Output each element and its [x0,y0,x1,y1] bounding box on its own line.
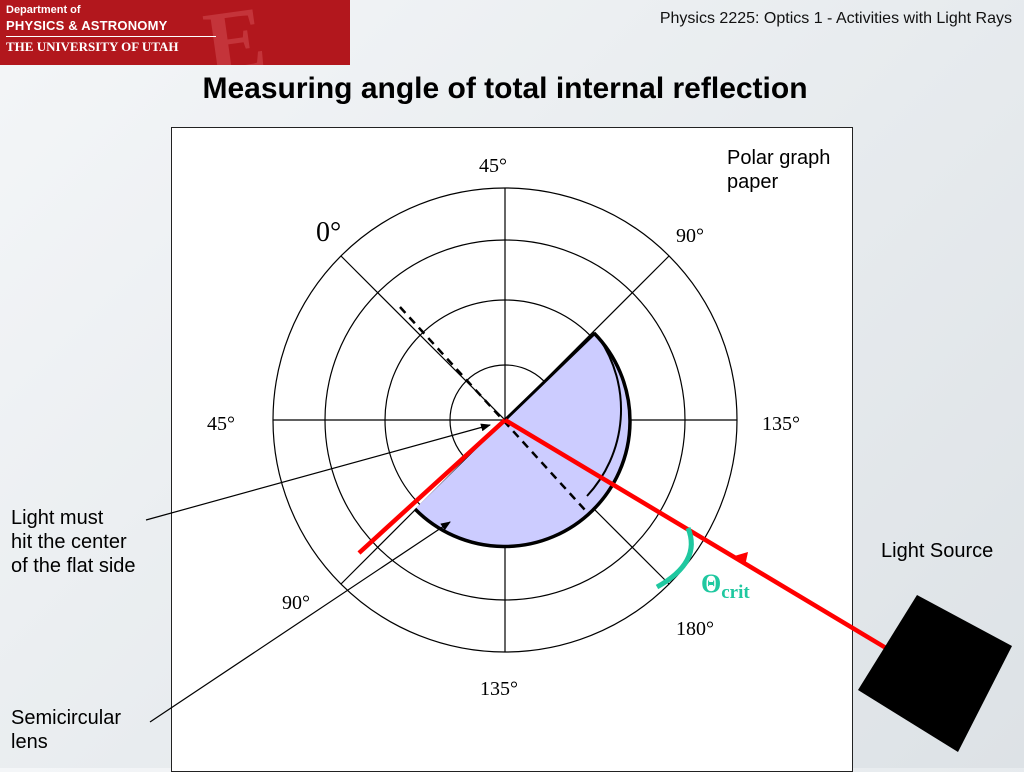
light-must-line2: hit the center [11,531,127,553]
logo-line3: THE UNIVERSITY OF UTAH [6,39,179,54]
ray-arrow-head [731,552,748,566]
angle-label-right: 135° [762,413,800,435]
theta-symbol: Θ [701,569,722,598]
incident-ray [503,418,888,650]
semicircular-lens-label: Semicircular lens [11,706,121,754]
logo-line2: PHYSICS & ASTRONOMY [6,18,168,33]
light-must-line3: of the flat side [11,555,136,577]
department-logo: E Department of PHYSICS & ASTRONOMY THE … [0,0,350,65]
angle-label-zero: 0° [316,217,342,248]
semicircular-line1: Semicircular [11,707,122,729]
light-source-label: Light Source [881,540,994,562]
angle-label-top: 45° [479,155,507,177]
logo-line1: Department of [6,4,81,16]
angle-label-upper-right: 90° [676,225,704,247]
semicircular-lens [414,333,632,549]
polar-paper-line1: Polar graph [727,147,831,169]
light-must-label: Light must hit the center of the flat si… [11,506,136,578]
light-source-box [858,595,1012,752]
light-must-line1: Light must [11,507,104,529]
angle-label-lower-left: 90° [282,592,310,614]
angle-label-lower-right: 180° [676,618,714,640]
lens-curved-edge [413,331,632,549]
lens-pointer-arrow [149,521,451,723]
lens-flat-side [503,331,597,422]
center-pointer-arrow [145,423,491,521]
theta-subscript: crit [721,582,750,604]
angle-label-bottom: 135° [480,678,518,700]
slide-title: Measuring angle of total internal reflec… [202,72,808,105]
normal-dashed-line [399,306,586,511]
semicircular-line2: lens [11,731,48,753]
theta-crit-label: Θcrit [701,568,750,605]
reflected-ray [357,418,507,555]
polar-paper-line2: paper [727,171,779,193]
angle-label-left: 45° [207,413,235,435]
logo-rule [6,36,216,37]
theta-crit-arc [655,527,694,590]
polar-paper-label: Polar graph paper [727,146,830,194]
course-title: Physics 2225: Optics 1 - Activities with… [659,10,1012,27]
